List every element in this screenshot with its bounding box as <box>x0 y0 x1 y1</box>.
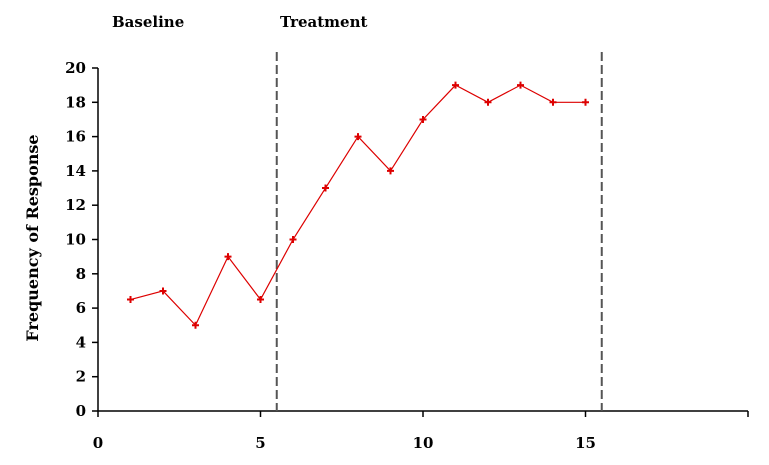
data-point-14 <box>549 98 557 106</box>
y-axis-label: Frequency of Response <box>23 134 42 341</box>
y-tick-label-2: 2 <box>76 368 86 386</box>
data-point-12 <box>484 98 492 106</box>
data-point-2 <box>159 287 167 295</box>
y-tick-label-16: 16 <box>65 128 86 146</box>
y-tick-label-18: 18 <box>65 93 86 111</box>
data-point-10 <box>419 115 427 123</box>
data-point-13 <box>517 81 524 89</box>
y-tick-label-8: 8 <box>76 265 86 283</box>
data-point-15 <box>582 98 589 106</box>
data-point-6 <box>289 236 297 243</box>
x-tick-label-5: 5 <box>255 434 265 452</box>
plot-area: 0 2 4 6 8 10 12 14 16 18 20 0 5 10 15 <box>65 52 749 452</box>
data-point-8 <box>354 133 362 141</box>
x-tick-label-10: 10 <box>413 434 434 452</box>
data-point-3 <box>192 321 199 329</box>
data-point-5 <box>257 296 264 304</box>
x-tick-label-15: 15 <box>575 434 596 452</box>
y-tick-label-14: 14 <box>65 162 86 180</box>
y-tick-label-10: 10 <box>65 231 86 249</box>
series-line-0 <box>130 84 586 327</box>
x-tick-label-0: 0 <box>93 434 103 452</box>
data-point-4 <box>224 253 232 261</box>
data-point-9 <box>387 167 394 175</box>
y-tick-label-0: 0 <box>76 402 86 420</box>
phase-label-baseline: Baseline <box>112 13 184 31</box>
y-tick-label-12: 12 <box>65 196 86 214</box>
y-tick-label-20: 20 <box>65 59 86 77</box>
phase-label-treatment: Treatment <box>280 13 367 31</box>
data-point-11 <box>452 81 459 89</box>
y-tick-label-4: 4 <box>76 333 86 351</box>
y-tick-label-6: 6 <box>76 299 86 317</box>
data-point-1 <box>127 296 134 304</box>
data-point-7 <box>322 184 329 192</box>
